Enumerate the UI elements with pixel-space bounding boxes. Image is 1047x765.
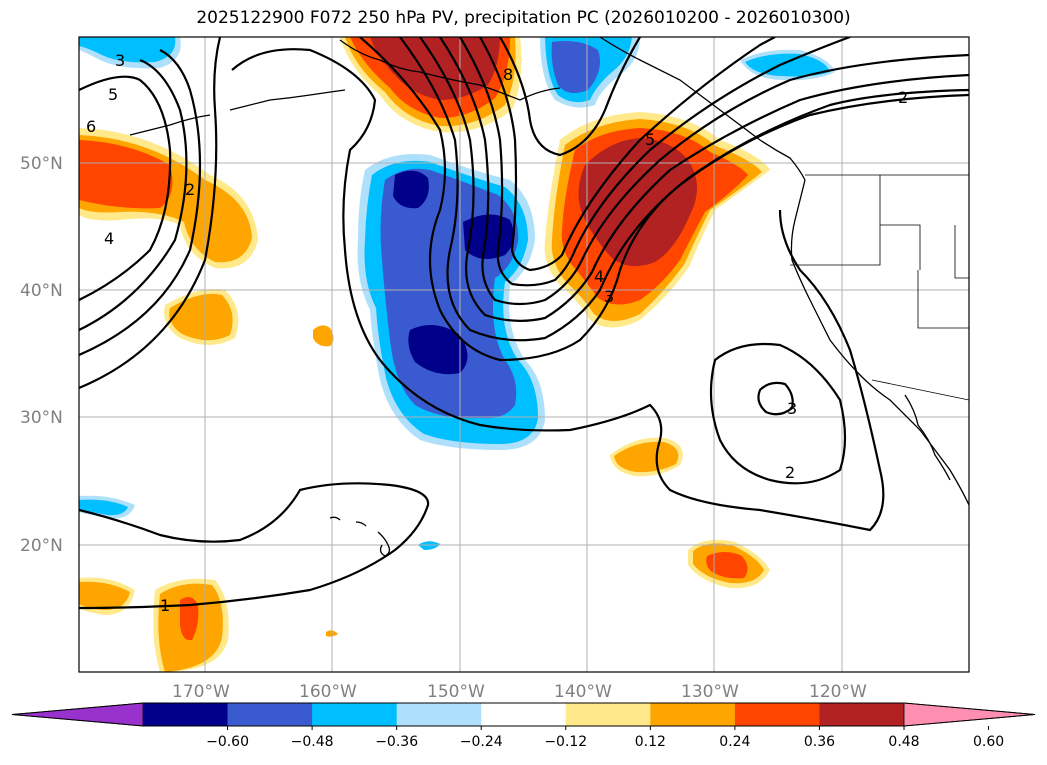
- svg-text:20°N: 20°N: [20, 536, 63, 556]
- svg-text:4: 4: [594, 267, 604, 286]
- colorbar-swatch: [650, 703, 736, 726]
- plot-frame: [78, 36, 970, 673]
- longitude-labels: 170°W 160°W 150°W 140°W 130°W 120°W: [172, 682, 867, 702]
- contour-labels: 3 5 6 2 4 8 5 4 3 2 3 2 1: [86, 51, 908, 615]
- colorbar-swatch: [819, 703, 905, 726]
- colorbar-outline: [11, 702, 1036, 727]
- svg-text:3: 3: [115, 51, 125, 70]
- svg-text:140°W: 140°W: [554, 682, 612, 702]
- svg-text:2: 2: [185, 180, 195, 199]
- colorbar-tick-label: −0.60: [206, 734, 249, 750]
- colorbar-extend-high: [903, 702, 1036, 727]
- colorbar-tick-label: −0.12: [544, 734, 587, 750]
- svg-text:120°W: 120°W: [809, 682, 867, 702]
- svg-text:6: 6: [86, 117, 96, 136]
- svg-text:50°N: 50°N: [20, 154, 63, 174]
- pv-contours: [79, 37, 969, 610]
- svg-text:3: 3: [604, 287, 614, 306]
- colorbar-swatch: [396, 703, 482, 726]
- svg-text:30°N: 30°N: [20, 408, 63, 428]
- colorbar-swatch: [481, 703, 567, 726]
- colorbar-tick-label: −0.36: [375, 734, 418, 750]
- svg-text:1: 1: [160, 596, 170, 615]
- svg-text:5: 5: [645, 130, 655, 149]
- colorbar-tick-label: 0.60: [973, 734, 1004, 750]
- svg-text:130°W: 130°W: [681, 682, 739, 702]
- coastlines: [129, 37, 969, 557]
- svg-text:3: 3: [787, 399, 797, 418]
- colorbar-tick-label: −0.48: [291, 734, 334, 750]
- colorbar-swatch: [312, 703, 398, 726]
- map-title: 2025122900 F072 250 hPa PV, precipitatio…: [196, 8, 851, 28]
- colorbar-swatch: [227, 703, 313, 726]
- colorbar-tick-label: 0.24: [719, 734, 750, 750]
- map-plot-area: 3 5 6 2 4 8 5 4 3 2 3 2 1: [79, 37, 969, 672]
- svg-text:150°W: 150°W: [427, 682, 485, 702]
- svg-text:4: 4: [104, 229, 114, 248]
- svg-text:170°W: 170°W: [172, 682, 230, 702]
- svg-text:2: 2: [785, 463, 795, 482]
- svg-text:160°W: 160°W: [299, 682, 357, 702]
- colorbar-tick-label: −0.24: [460, 734, 503, 750]
- svg-text:8: 8: [503, 65, 513, 84]
- colorbar-tick-label: 0.36: [804, 734, 835, 750]
- colorbar-swatch: [143, 703, 229, 726]
- svg-text:2: 2: [898, 88, 908, 107]
- svg-text:5: 5: [108, 85, 118, 104]
- colorbar-swatch: [734, 703, 820, 726]
- colorbar-extend-low: [11, 702, 144, 727]
- svg-text:40°N: 40°N: [20, 281, 63, 301]
- graticule: [79, 37, 969, 672]
- colorbar-tick-label: 0.12: [635, 734, 666, 750]
- latitude-labels: 50°N 40°N 30°N 20°N: [20, 154, 63, 556]
- colorbar-tick-label: 0.48: [888, 734, 919, 750]
- colorbar: −0.60 −0.48 −0.36 −0.24 −0.12 0.12 0.24 0.36 0.4…: [11, 702, 1036, 750]
- colorbar-swatch: [565, 703, 651, 726]
